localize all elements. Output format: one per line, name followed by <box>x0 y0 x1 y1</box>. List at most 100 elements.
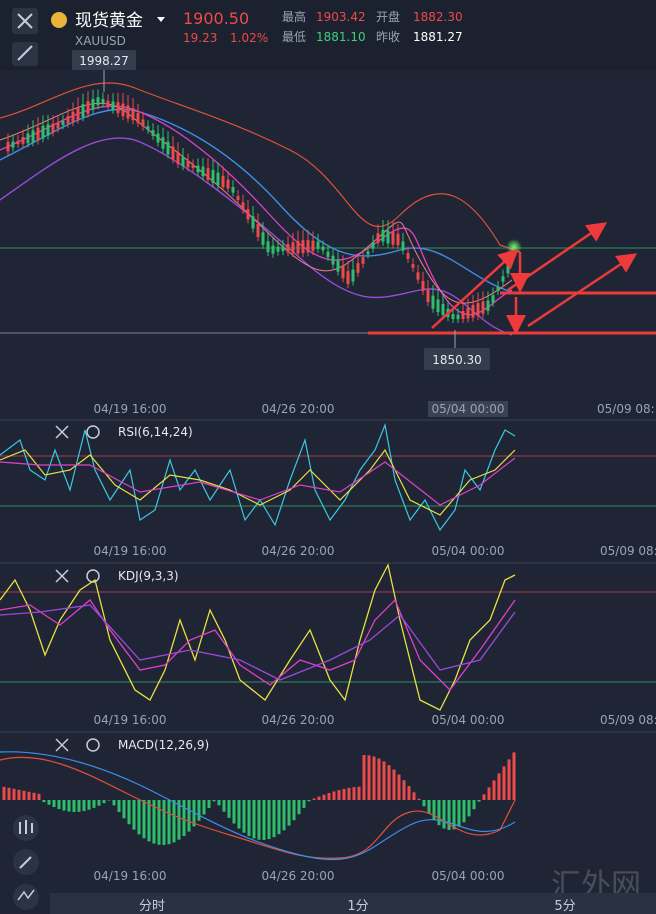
candle-body <box>191 164 195 169</box>
histogram-bar <box>87 800 91 810</box>
candle-body <box>301 240 305 254</box>
candle-body <box>241 202 245 210</box>
gold-icon <box>51 12 67 28</box>
candle-body <box>211 170 215 183</box>
histogram-bar <box>492 780 496 800</box>
candle-body <box>471 305 475 318</box>
candle-body <box>406 253 410 259</box>
histogram-bar <box>242 800 246 833</box>
histogram-bar <box>282 800 286 831</box>
high-tag <box>72 50 136 70</box>
histogram-bar <box>262 800 266 840</box>
close-icon[interactable] <box>55 569 69 583</box>
close-icon[interactable] <box>55 425 69 439</box>
candle-body <box>151 130 155 136</box>
candle-body <box>186 160 190 168</box>
stat-label: 最高 <box>282 9 306 24</box>
candle-body <box>176 152 180 164</box>
histogram-bar <box>227 800 231 818</box>
histogram-bar <box>52 800 56 808</box>
candle-body <box>346 271 350 285</box>
tab[interactable]: 5分 <box>554 899 575 914</box>
histogram-bar <box>382 761 386 800</box>
histogram-bar <box>47 800 51 805</box>
x-label: 05/09 08: <box>600 544 656 558</box>
histogram-bar <box>452 800 456 830</box>
candle-body <box>101 99 105 104</box>
upper-band <box>0 82 521 253</box>
candle-body <box>51 123 55 133</box>
histogram-bar <box>22 790 26 800</box>
tab[interactable]: 分时 <box>139 899 165 914</box>
panel-title: KDJ(9,3,3) <box>118 569 179 583</box>
candle-body <box>466 307 470 319</box>
candle-body <box>246 209 250 220</box>
x-label: 05/04 00:00 <box>432 713 505 727</box>
settings-icon[interactable] <box>86 738 100 752</box>
kdj-k <box>0 598 516 691</box>
candle-body <box>326 251 330 258</box>
candle-body <box>291 242 295 254</box>
candle-body <box>181 156 185 167</box>
stat-value: 1881.10 <box>316 30 366 44</box>
candle-body <box>431 295 435 309</box>
kdj-panel: KDJ(9,3,3) 04/19 16:00 04/26 20:00 05/04… <box>0 563 656 727</box>
histogram-bar <box>102 800 106 804</box>
histogram-bar <box>122 800 126 819</box>
candle-body <box>496 286 500 292</box>
candle-body <box>481 301 485 314</box>
candle-body <box>206 168 210 180</box>
candle-body <box>321 246 325 251</box>
x-label: 05/04 00:00 <box>432 544 505 558</box>
stat-value: 1882.30 <box>413 10 463 24</box>
line-icon <box>17 889 35 901</box>
candle-body <box>166 141 170 155</box>
histogram-bar <box>17 789 21 800</box>
candle-body <box>11 141 15 148</box>
candle-body <box>91 99 95 110</box>
ma-red <box>0 102 513 304</box>
x-label: 05/04 00:00 <box>432 402 505 416</box>
histogram-bar <box>347 787 351 800</box>
histogram-bar <box>417 798 421 800</box>
tab[interactable]: 1分 <box>347 899 368 914</box>
candle-body <box>161 137 165 149</box>
histogram-bar <box>27 791 31 800</box>
settings-icon[interactable] <box>86 425 100 439</box>
candle-body <box>391 231 395 245</box>
histogram-bar <box>167 800 171 845</box>
close-icon[interactable] <box>55 738 69 752</box>
histogram-bar <box>342 788 346 800</box>
histogram-bar <box>247 800 251 837</box>
candle-body <box>451 314 455 320</box>
histogram-bar <box>322 794 326 800</box>
x-label: 04/26 20:00 <box>262 869 335 883</box>
indicator-tool[interactable] <box>13 884 39 910</box>
histogram-bar <box>362 755 366 800</box>
candle-body <box>226 179 230 189</box>
candle-body <box>251 216 255 229</box>
candle-body <box>6 142 10 152</box>
candle-body <box>131 108 135 121</box>
candle-body <box>236 196 240 200</box>
candles <box>6 89 510 324</box>
histogram-bar <box>137 800 141 835</box>
histogram-bar <box>82 800 86 812</box>
candle-body <box>56 123 60 129</box>
histogram-bar <box>442 800 446 829</box>
low-tag <box>424 348 490 370</box>
x-label: 04/26 20:00 <box>262 544 335 558</box>
dropdown-icon[interactable] <box>157 17 165 22</box>
candle-body <box>381 229 385 242</box>
symbol-name[interactable]: 现货黄金 <box>75 11 143 31</box>
histogram-bar <box>422 800 426 807</box>
histogram-bar <box>502 766 506 800</box>
candle-icon <box>19 820 33 834</box>
histogram-bar <box>312 798 316 800</box>
candle-body <box>106 100 110 106</box>
histogram-bar <box>207 800 211 809</box>
macd-histogram <box>2 752 516 845</box>
candle-body <box>316 241 320 249</box>
candle-body <box>336 260 340 272</box>
stat-label: 昨收 <box>376 30 400 44</box>
